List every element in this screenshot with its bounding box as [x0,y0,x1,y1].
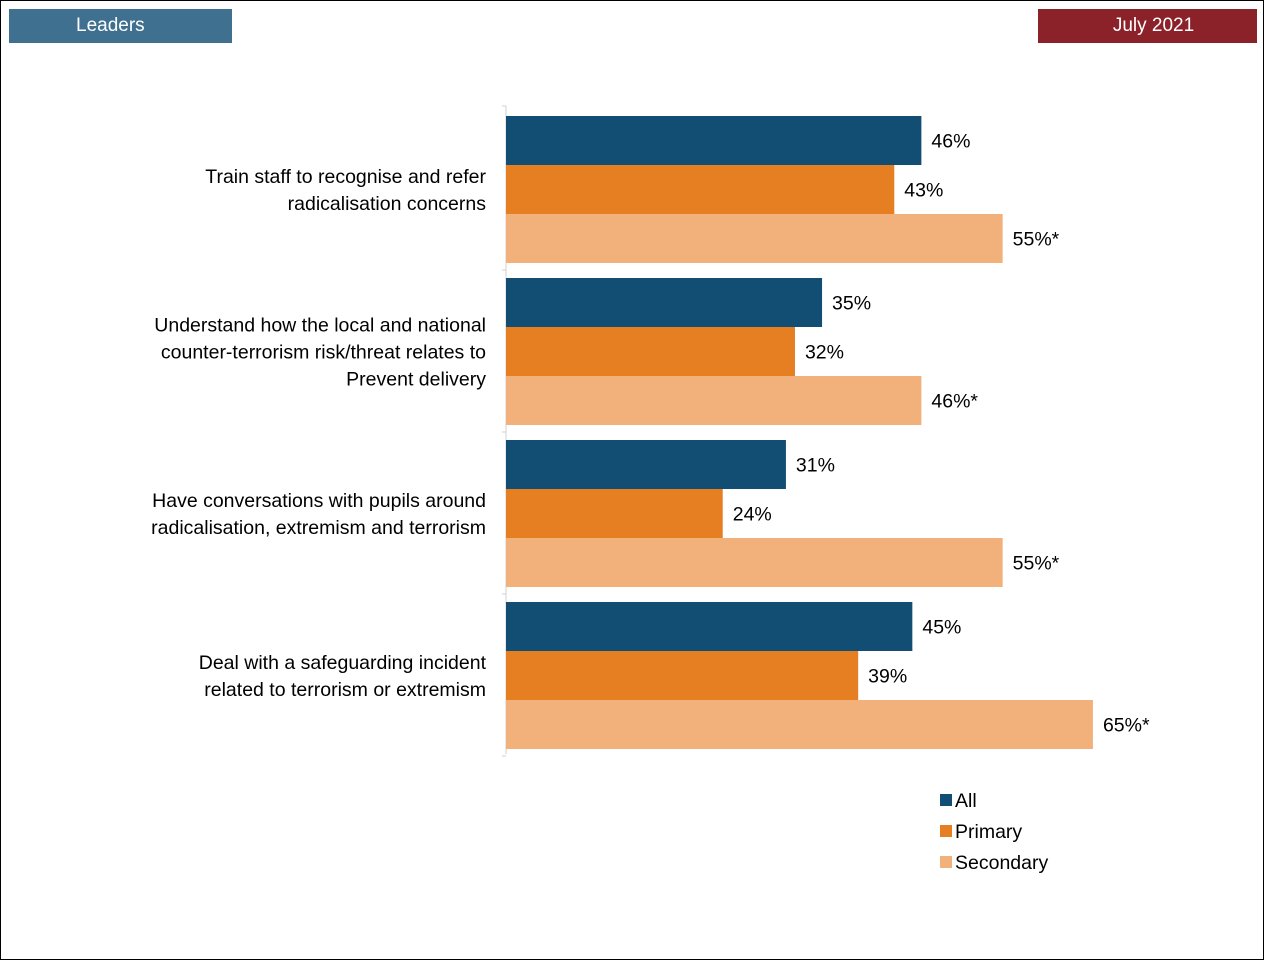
legend-label-all: All [955,790,977,812]
date-tag: July 2021 [1038,9,1257,43]
legend-swatch-all [940,794,952,806]
bar-primary [506,489,723,538]
data-label: 31% [796,455,835,477]
chart-legend: All Primary Secondary [940,790,1048,874]
legend-swatch-primary [940,825,952,837]
bar-all [506,440,786,489]
bar-secondary [506,376,922,425]
category-label: Understand how the local and national cou… [154,315,486,391]
chart-labels: 46% 43% 55%* Train staff to recognise and r… [151,131,1150,737]
data-label: 46%* [931,391,978,413]
data-label: 65%* [1103,715,1150,737]
bar-all [506,602,913,651]
legend-swatch-secondary [940,856,952,868]
data-label: 35% [832,293,871,315]
legend-label-secondary: Secondary [955,852,1048,874]
bar-primary [506,327,795,376]
data-label: 24% [733,504,772,526]
data-label: 45% [922,617,961,639]
bar-primary [506,165,895,214]
audience-tag: Leaders [9,9,232,43]
bar-primary [506,651,859,700]
bar-secondary [506,214,1003,263]
bar-secondary [506,700,1093,749]
data-label: 55%* [1013,229,1060,251]
data-label: 32% [805,342,844,364]
chart-axis [502,105,507,757]
category-label: Deal with a safeguarding incident related… [199,652,487,701]
legend-label-primary: Primary [955,821,1022,843]
data-label: 39% [868,666,907,688]
bar-all [506,116,922,165]
data-label: 43% [904,180,943,202]
chart-bars [506,116,1093,749]
bar-all [506,278,823,327]
category-label: Have conversations with pupils around rad… [151,490,486,539]
bar-secondary [506,538,1003,587]
data-label: 55%* [1013,553,1060,575]
category-label: Train staff to recognise and refer radica… [205,166,486,215]
data-label: 46% [931,131,970,153]
